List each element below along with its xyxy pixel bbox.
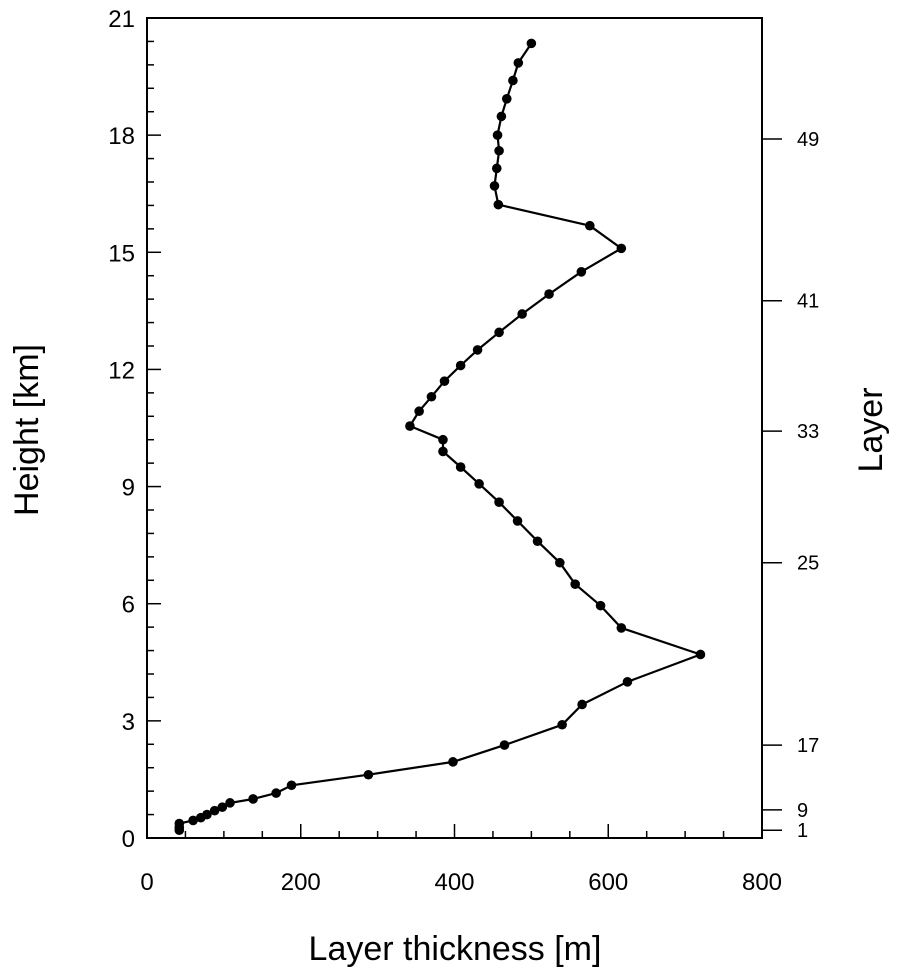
y2-tick-label: 9 (797, 800, 808, 822)
data-point (438, 434, 448, 445)
data-point (472, 345, 483, 355)
data-point (414, 406, 424, 417)
data-point (217, 802, 228, 812)
x-tick-label: 800 (742, 869, 782, 896)
data-point (517, 309, 527, 319)
data-point (455, 462, 466, 472)
data-point (585, 220, 595, 231)
data-point (494, 145, 504, 156)
data-point (501, 94, 512, 104)
x-tick-label: 200 (281, 869, 321, 896)
x-axis-title: Layer thickness [m] (309, 930, 602, 968)
data-point (544, 289, 554, 299)
y-axis-title: Height [km] (8, 344, 46, 516)
data-point (576, 267, 587, 277)
data-point (174, 818, 185, 829)
data-point (557, 719, 567, 730)
data-point (448, 757, 458, 767)
data-point (439, 376, 450, 386)
data-point (494, 497, 504, 507)
data-point (513, 58, 524, 68)
data-point (508, 75, 518, 86)
data-point (616, 243, 627, 254)
y2-axis-title: Layer (852, 387, 890, 472)
data-point (577, 699, 587, 710)
chart-marks (174, 38, 706, 835)
plot-frame (146, 17, 763, 839)
data-point (271, 788, 281, 798)
x-tick-label: 0 (140, 869, 153, 896)
data-point (532, 536, 543, 547)
y-tick-label: 15 (108, 240, 135, 267)
data-point (188, 815, 198, 826)
y2-tick-label: 1 (797, 820, 808, 842)
data-point (492, 130, 503, 140)
data-point (496, 111, 507, 122)
y-tick-label: 9 (122, 475, 135, 502)
data-point (555, 557, 565, 568)
x-tick-label: 400 (434, 869, 474, 896)
data-point (474, 479, 484, 489)
data-point (209, 805, 220, 816)
data-point (570, 579, 580, 589)
y-axis: 0 3 6 9 12 15 18 21 (108, 6, 161, 853)
series-line (178, 42, 702, 831)
data-point (248, 794, 258, 804)
data-point (489, 181, 500, 191)
y-tick-label: 6 (122, 592, 135, 619)
data-point (225, 798, 235, 808)
x-axis: 0 200 400 600 800 (140, 824, 782, 896)
data-point (455, 360, 466, 371)
y2-tick-label: 49 (797, 129, 819, 151)
y2-tick-label: 41 (797, 291, 819, 313)
y-tick-label: 3 (122, 709, 135, 736)
data-point (526, 38, 537, 49)
x-tick-label: 600 (588, 869, 628, 896)
data-point (405, 421, 415, 431)
data-point (438, 446, 448, 457)
y2-tick-label: 33 (797, 421, 819, 443)
data-point (616, 623, 627, 633)
data-point (426, 391, 437, 402)
y-tick-label: 0 (122, 826, 135, 853)
data-point (494, 327, 504, 338)
y2-tick-label: 17 (797, 735, 819, 757)
data-point (363, 769, 374, 780)
data-point (493, 199, 504, 210)
y2-axis: 19 17 25 33 41 49 (762, 129, 819, 842)
data-point (499, 740, 510, 750)
y-tick-label: 21 (108, 6, 135, 33)
data-point (491, 163, 502, 174)
data-point (622, 677, 633, 687)
y2-tick-label: 25 (797, 553, 819, 575)
data-point (286, 780, 297, 791)
y-tick-label: 18 (108, 123, 135, 150)
data-point (512, 516, 523, 526)
data-point (595, 600, 606, 611)
data-point (695, 649, 706, 660)
data-point (202, 809, 212, 820)
y-tick-label: 12 (108, 357, 135, 384)
